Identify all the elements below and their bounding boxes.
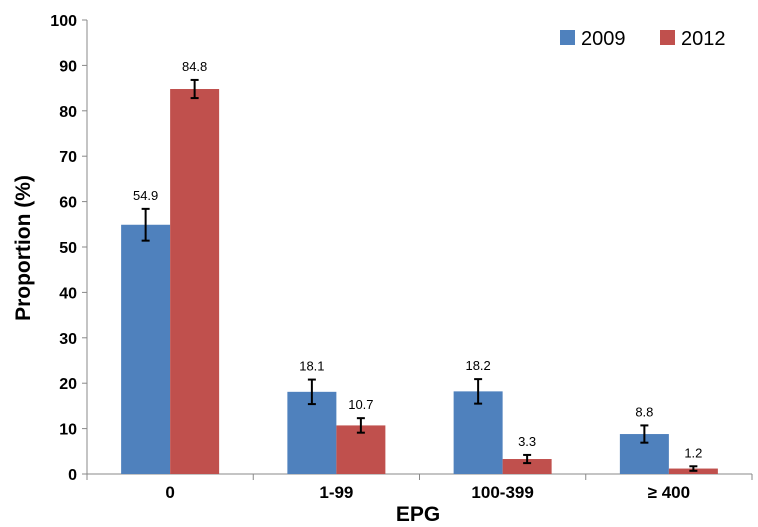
data-label: 54.9 (133, 188, 158, 203)
y-tick-label: 50 (59, 240, 77, 257)
error-bar (356, 417, 365, 434)
bar-2012-2 (502, 459, 552, 474)
bar-2012-0 (170, 89, 220, 475)
error-bars (141, 78, 698, 472)
y-tick-label: 60 (59, 195, 77, 212)
data-label: 1.2 (684, 445, 702, 460)
y-tick-label: 40 (59, 285, 77, 302)
y-tick-label: 90 (59, 58, 77, 75)
error-bar (307, 378, 316, 406)
data-labels: 54.9 18.1 18.2 8.8 84.8 10.7 3.3 1.2 (133, 59, 702, 460)
data-label: 18.1 (299, 359, 324, 374)
bars (121, 89, 718, 475)
data-label: 18.2 (465, 358, 490, 373)
y-tick-label: 100 (50, 13, 77, 30)
error-bar (523, 453, 532, 465)
y-tick-label: 20 (59, 376, 77, 393)
x-axis: 0 1-99 100-399 ≥ 400 (86, 473, 753, 502)
x-axis-title: EPG (396, 503, 440, 526)
legend: 2009 2012 (560, 28, 726, 50)
bar-2009-0 (121, 224, 171, 474)
y-tick-label: 10 (59, 422, 77, 439)
legend-label: 2012 (681, 28, 726, 50)
y-tick-label: 30 (59, 331, 77, 348)
error-bar (190, 78, 199, 100)
y-tick-label: 80 (59, 104, 77, 121)
data-label: 10.7 (348, 397, 373, 412)
error-bar (474, 378, 483, 405)
error-bar (640, 424, 649, 444)
data-label: 8.8 (635, 404, 653, 419)
error-bar (689, 465, 698, 472)
legend-swatch (560, 30, 575, 45)
bar-2009-1 (287, 391, 337, 474)
x-category-label: 1-99 (319, 483, 353, 502)
legend-swatch (660, 30, 675, 45)
error-bar (141, 207, 150, 242)
y-tick-label: 70 (59, 149, 77, 166)
data-label: 3.3 (518, 434, 536, 449)
legend-label: 2009 (581, 28, 626, 50)
x-category-label: 100-399 (471, 483, 533, 502)
x-category-label: ≥ 400 (648, 483, 690, 502)
y-tick-label: 0 (68, 467, 77, 484)
data-label: 84.8 (182, 59, 207, 74)
x-category-label: 0 (165, 483, 174, 502)
bar-2009-2 (453, 391, 503, 474)
y-axis: 0 10 20 30 40 50 60 70 80 90 100 (50, 13, 88, 484)
y-axis-title: Proportion (%) (12, 175, 35, 321)
